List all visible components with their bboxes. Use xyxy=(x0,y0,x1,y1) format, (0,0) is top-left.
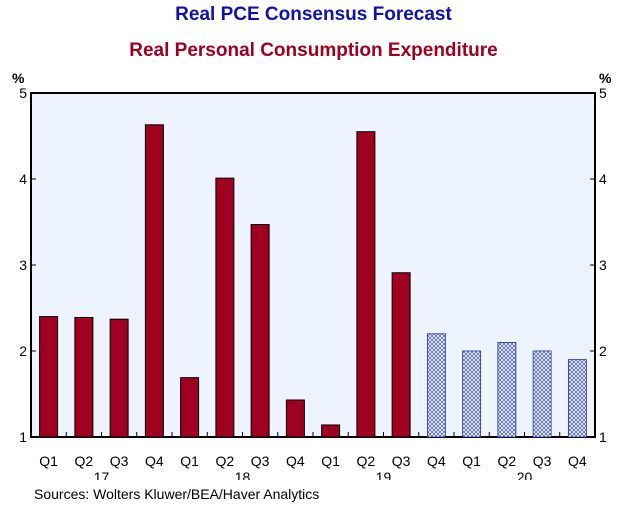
bar-series xyxy=(39,124,587,438)
x-tick-label: Q2 xyxy=(498,453,517,469)
y-tick-label-left: 4 xyxy=(19,171,27,187)
source-note: Sources: Wolters Kluwer/BEA/Haver Analyt… xyxy=(34,486,320,502)
x-tick-label: Q3 xyxy=(392,453,411,469)
y-tick-label-right: 2 xyxy=(599,343,607,359)
x-axis-years: 17 18 19 20 xyxy=(94,469,533,480)
forecast-bar xyxy=(426,333,446,438)
y-tick-label-left: 1 xyxy=(19,429,27,445)
y-tick-label-right: 1 xyxy=(599,429,607,445)
y-tick-label-right: 3 xyxy=(599,257,607,273)
x-year-label: 19 xyxy=(376,469,392,480)
x-tick-label: Q2 xyxy=(357,453,376,469)
actual-bar xyxy=(74,316,94,438)
x-tick-label: Q3 xyxy=(533,453,552,469)
x-tick-label: Q4 xyxy=(145,453,164,469)
x-axis: Q1 Q2 Q3 Q4 Q1 Q2 Q3 Q4 Q1 Q2 Q3 Q4 Q1 Q2 Q3 Q4 xyxy=(30,432,596,469)
x-tick-label: Q1 xyxy=(321,453,340,469)
x-tick-label: Q2 xyxy=(216,453,235,469)
y-tick-label-right: 4 xyxy=(599,171,607,187)
bar-chart: 1 2 3 4 5 1 2 3 4 5 % % Q1 Q2 Q3 Q4 Q1 Q2 Q3 Q4 Q1 Q2 Q3 Q4… xyxy=(12,70,612,480)
x-tick-label: Q3 xyxy=(110,453,129,469)
x-tick-label: Q4 xyxy=(286,453,305,469)
x-year-label: 20 xyxy=(517,469,533,480)
chart-title: Real PCE Consensus Forecast xyxy=(175,4,452,25)
actual-bar xyxy=(391,272,411,438)
x-tick-label: Q4 xyxy=(427,453,446,469)
actual-bar xyxy=(321,424,341,438)
x-tick-label: Q1 xyxy=(180,453,199,469)
x-tick-label: Q2 xyxy=(75,453,94,469)
y-tick-label-left: 5 xyxy=(19,85,27,101)
y-unit-right: % xyxy=(599,70,612,86)
actual-bar xyxy=(285,399,305,438)
y-unit-left: % xyxy=(12,70,25,86)
y-tick-label-left: 2 xyxy=(19,343,27,359)
actual-bar xyxy=(39,316,59,438)
forecast-bar xyxy=(497,341,517,438)
x-tick-label: Q4 xyxy=(568,453,587,469)
actual-bar xyxy=(109,318,129,438)
chart-subtitle: Real Personal Consumption Expenditure xyxy=(129,40,498,61)
y-axis-right: 1 2 3 4 5 xyxy=(590,85,607,445)
actual-bar xyxy=(215,177,235,438)
actual-bar xyxy=(180,377,200,438)
actual-bar xyxy=(144,124,164,438)
forecast-bar xyxy=(532,350,552,438)
forecast-bar xyxy=(462,350,482,438)
actual-bar xyxy=(356,131,376,438)
x-year-label: 18 xyxy=(235,469,251,480)
x-tick-label: Q1 xyxy=(462,453,481,469)
x-year-label: 17 xyxy=(94,469,110,480)
y-tick-label-left: 3 xyxy=(19,257,27,273)
actual-bar xyxy=(250,224,270,438)
forecast-bar xyxy=(567,359,587,438)
x-tick-label: Q3 xyxy=(251,453,270,469)
y-axis-left: 1 2 3 4 5 xyxy=(19,85,36,445)
x-tick-label: Q1 xyxy=(39,453,58,469)
y-tick-label-right: 5 xyxy=(599,85,607,101)
